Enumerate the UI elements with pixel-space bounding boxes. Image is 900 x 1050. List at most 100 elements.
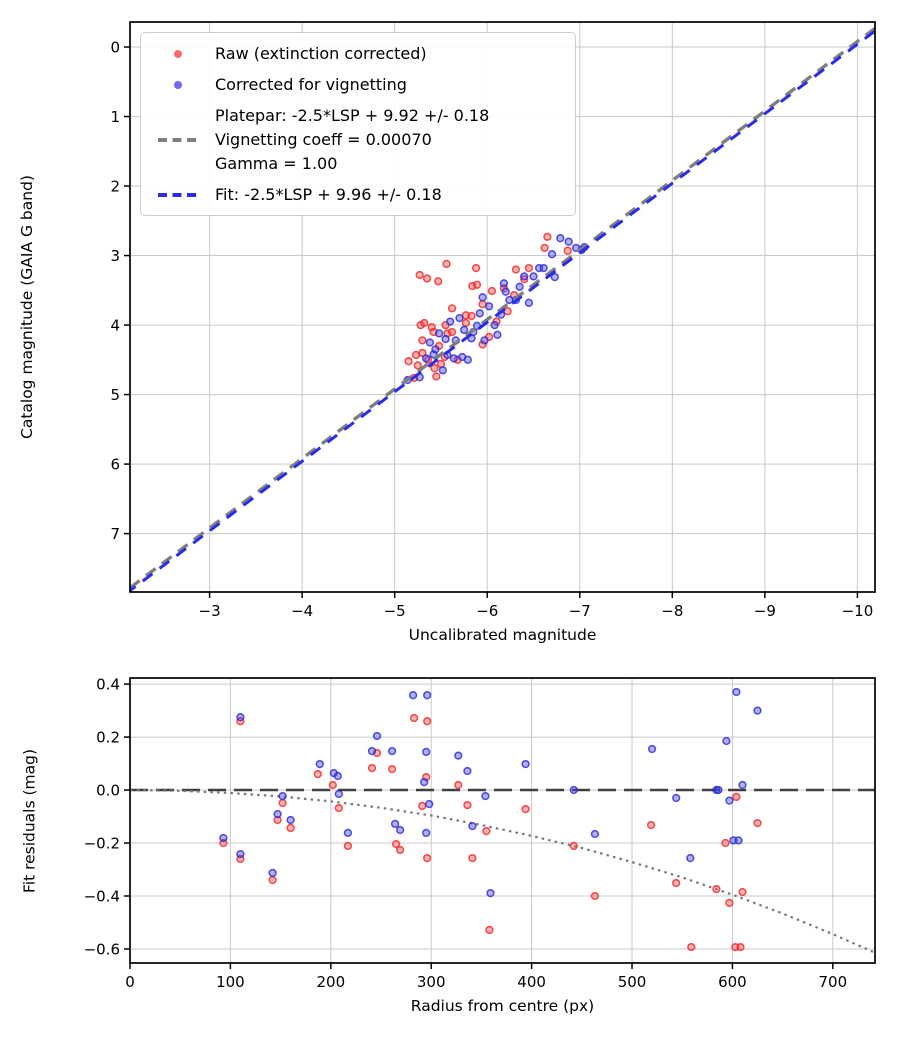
corrected-point — [463, 355, 472, 364]
corrected_residuals-point — [732, 687, 741, 697]
raw_residuals-point — [646, 820, 656, 830]
corrected_residuals-point — [236, 713, 245, 722]
corrected_residuals-point — [468, 821, 477, 831]
raw_residuals-point — [721, 838, 730, 848]
raw-point — [563, 246, 572, 255]
corrected_residuals-point — [236, 849, 245, 859]
raw_residuals-point — [468, 853, 477, 863]
fit_line-line — [129, 29, 876, 592]
corrected_residuals-point — [481, 791, 490, 801]
raw-point — [543, 232, 552, 241]
corrected-point — [438, 366, 447, 375]
bottom-chart: 0 100 200 300 400 500 600 700 0.4 0.2 0.0 −0.2 −0.4 −… — [84, 676, 876, 991]
x-tick-label: −6 — [476, 602, 498, 620]
corrected_residuals-point — [315, 759, 324, 769]
legend-entry-platepar: Platepar: -2.5*LSP + 9.92 +/- 0.18 Vigne… — [150, 104, 565, 176]
x-tick-label: 700 — [819, 973, 848, 991]
raw_residuals-point — [485, 925, 494, 935]
y-tick-label: −0.2 — [84, 835, 120, 853]
bottom-yaxis-label: Fit residuals (mag) — [20, 748, 39, 894]
corrected-point — [550, 272, 559, 282]
legend-label-raw: Raw (extinction corrected) — [215, 44, 427, 63]
raw-point — [418, 336, 427, 345]
corrected_residuals-point — [425, 799, 434, 809]
x-tick-label: 400 — [517, 973, 546, 991]
corrected-point — [480, 336, 489, 345]
corrected_residuals-point — [395, 825, 405, 835]
corrected_residuals-point — [686, 853, 695, 863]
raw_residuals-point — [521, 804, 530, 814]
corrected_residuals-point — [422, 747, 431, 757]
y-tick-label: 7 — [110, 525, 120, 543]
raw_residuals-point — [367, 763, 377, 773]
corrected_residuals-point — [387, 746, 397, 756]
raw-scatter — [404, 232, 572, 383]
corrected_residuals-point — [219, 833, 228, 843]
legend-label-platepar-line3: Gamma = 1.00 — [215, 154, 338, 173]
corrected-point — [478, 293, 487, 302]
raw_residuals-point — [334, 803, 343, 813]
vignetting_model_curve-line — [129, 788, 876, 954]
raw-point — [420, 318, 429, 328]
y-tick-label: 3 — [110, 247, 120, 265]
raw_residuals-point — [343, 841, 353, 851]
raw-point — [422, 274, 432, 283]
x-tick-label: 200 — [316, 973, 345, 991]
y-tick-label: 4 — [110, 317, 120, 335]
x-tick-label: −9 — [754, 602, 776, 620]
bottom-chart-tick-labels: 0 100 200 300 400 500 600 700 0.4 0.2 0.0 −0.2 −0.4 −… — [84, 676, 848, 991]
corrected-point — [431, 345, 440, 354]
top-yaxis-label: Catalog magnitude (GAIA G band) — [18, 175, 36, 439]
corrected_residuals-point — [390, 819, 400, 829]
raw_residuals-point — [423, 853, 432, 863]
corrected-point — [501, 287, 510, 296]
top-chart-tick-labels: −3 −4 −5 −6 −7 −8 −9 −10 0 1 2 3 4 5 6 7 — [110, 39, 873, 620]
corrected-point — [499, 279, 509, 288]
raw_residuals-point — [687, 942, 696, 952]
raw-point — [430, 364, 439, 373]
legend-entry-fit: Fit: -2.5*LSP + 9.96 +/- 0.18 — [150, 183, 565, 207]
legend-entry-raw: Raw (extinction corrected) — [150, 42, 565, 66]
legend-label-platepar-line2: Vignetting coeff = 0.00070 — [215, 130, 432, 149]
legend-label-corrected: Corrected for vignetting — [215, 75, 407, 94]
y-tick-label: −0.4 — [84, 887, 120, 905]
raw-point — [447, 327, 457, 337]
corrected_residuals-point — [278, 791, 287, 801]
y-tick-label: 0.2 — [96, 729, 120, 747]
raw_residuals-point — [395, 845, 405, 855]
raw-point — [503, 307, 512, 316]
bottom-xaxis-label: Radius from centre (px) — [410, 997, 595, 1015]
legend-label-platepar-line1: Platepar: -2.5*LSP + 9.92 +/- 0.18 — [215, 106, 490, 125]
raw-point — [404, 357, 413, 366]
raw_residuals-point — [454, 780, 463, 790]
corrected_residuals-point — [714, 785, 723, 795]
x-tick-label: 0 — [125, 973, 135, 991]
corrected_residuals-scatter — [219, 687, 762, 898]
x-tick-label: −4 — [291, 602, 313, 620]
raw_residuals-point — [313, 769, 322, 779]
raw-point — [418, 348, 427, 358]
raw_residuals-point — [268, 875, 277, 885]
corrected-point — [524, 298, 534, 307]
raw_residuals-point — [391, 839, 401, 849]
corrected_residuals-point — [286, 815, 295, 825]
raw_residuals-point — [732, 792, 741, 802]
corrected-point — [556, 234, 565, 243]
raw_residuals-point — [418, 801, 427, 811]
raw-point — [442, 259, 451, 269]
platepar-dashed-line-icon — [158, 138, 198, 142]
raw_residuals-point — [463, 800, 472, 810]
corrected-point — [446, 317, 455, 326]
corrected_residuals-point — [486, 888, 495, 898]
raw_residuals-scatter — [219, 713, 762, 952]
corrected-point — [425, 338, 435, 347]
raw_residuals-point — [736, 942, 745, 952]
corrected_residuals-point — [753, 706, 762, 715]
corrected-point — [459, 325, 469, 335]
corrected-point — [441, 334, 450, 344]
corrected_residuals-point — [569, 785, 578, 795]
corrected_residuals-point — [334, 789, 343, 799]
top-xaxis-label: Uncalibrated magnitude — [408, 626, 597, 644]
x-tick-label: −3 — [199, 602, 221, 620]
